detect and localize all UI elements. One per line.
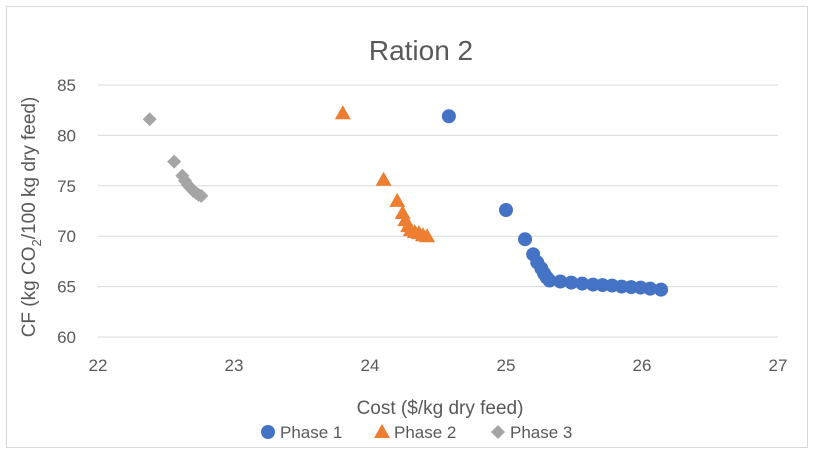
- y-axis-title-subscript: 2: [29, 239, 44, 246]
- data-point: [499, 202, 513, 217]
- legend-label: Phase 3: [510, 423, 572, 442]
- y-tick-label: 60: [57, 328, 76, 347]
- data-point: [553, 274, 568, 289]
- data-point: [654, 282, 669, 297]
- data-points: [142, 105, 669, 297]
- data-point: [518, 232, 533, 247]
- y-tick-label: 65: [57, 278, 76, 297]
- legend-label: Phase 1: [280, 423, 342, 442]
- y-tick-label: 80: [57, 126, 76, 145]
- data-point: [542, 273, 557, 288]
- data-point: [575, 276, 590, 291]
- x-axis-title: Cost ($/kg dry feed): [357, 398, 524, 419]
- y-axis-title: CF (kg CO2/100 kg dry feed): [19, 97, 44, 338]
- chart-title: Ration 2: [369, 35, 473, 66]
- x-tick-label: 26: [633, 356, 652, 375]
- legend-marker-triangle: [374, 424, 390, 438]
- y-axis-title-part-2: /100 kg dry feed): [19, 97, 40, 240]
- series-phase-3: [142, 112, 209, 203]
- x-tick-label: 22: [89, 356, 108, 375]
- x-tick-label: 25: [497, 356, 516, 375]
- data-point: [389, 192, 406, 207]
- data-point: [441, 109, 456, 124]
- data-point: [643, 281, 658, 296]
- data-point: [334, 105, 351, 120]
- y-axis-title-part-1: CF (kg CO: [19, 247, 40, 338]
- data-point: [564, 275, 579, 290]
- series-phase-2: [334, 105, 436, 243]
- data-point: [375, 171, 392, 186]
- data-point: [167, 154, 182, 169]
- y-axis-ticks: 60 65 70 75 80 85: [57, 76, 76, 347]
- series-phase-1: [441, 109, 669, 297]
- x-tick-label: 24: [361, 356, 380, 375]
- data-point: [194, 188, 209, 203]
- legend: Phase 1 Phase 2 Phase 3: [261, 423, 572, 442]
- gridlines: [98, 84, 778, 338]
- x-axis-ticks: 22 23 24 25 26 27: [89, 356, 788, 375]
- data-point: [142, 112, 157, 127]
- legend-label: Phase 2: [394, 423, 456, 442]
- data-point: [419, 228, 436, 243]
- legend-marker-circle: [261, 425, 275, 439]
- y-tick-label: 70: [57, 227, 76, 246]
- y-tick-label: 85: [57, 76, 76, 95]
- y-tick-label: 75: [57, 177, 76, 196]
- legend-marker-diamond: [491, 425, 505, 439]
- x-tick-label: 23: [225, 356, 244, 375]
- x-tick-label: 27: [769, 356, 788, 375]
